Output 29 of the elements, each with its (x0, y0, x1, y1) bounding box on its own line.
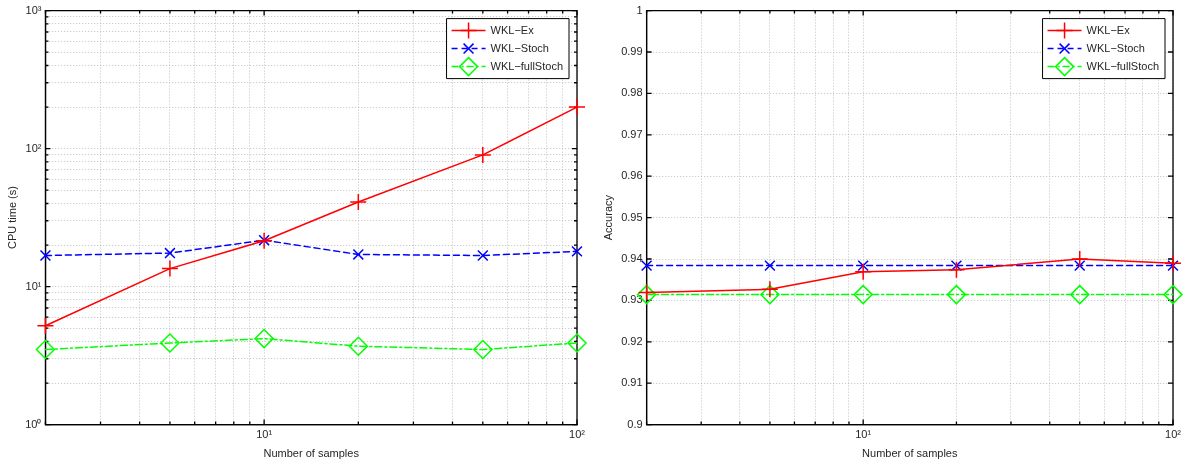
y-tick-label: 0.92 (621, 334, 643, 347)
y-tick-label: 10⁰ (25, 417, 42, 430)
x-axis-title: Number of samples (862, 447, 958, 460)
y-tick-label: 0.96 (621, 169, 643, 182)
y-axis-title: Accuracy (601, 194, 614, 241)
x-tick-label: 10² (569, 428, 586, 441)
y-axis-title: CPU time (s) (5, 186, 18, 250)
y-tick-label: 0.93 (621, 293, 643, 306)
y-tick-label: 0.91 (621, 376, 643, 389)
y-tick-label: 0.95 (621, 210, 643, 223)
legend-label: WKL−Stoch (490, 41, 549, 54)
x-tick-label: 10¹ (855, 428, 872, 441)
y-tick-label: 10¹ (25, 279, 42, 292)
y-tick-label: 0.99 (621, 45, 643, 58)
y-tick-label: 10² (25, 141, 42, 154)
y-tick-label: 1 (636, 3, 643, 16)
legend-label: WKL−Stoch (1086, 41, 1145, 54)
legend-label: WKL−Ex (1086, 23, 1131, 36)
x-tick-label: 10² (1165, 428, 1182, 441)
y-tick-label: 0.9 (627, 417, 643, 430)
y-tick-label: 0.97 (621, 127, 643, 140)
y-tick-label: 10³ (25, 3, 42, 16)
legend-label: WKL−fullStoch (490, 59, 563, 72)
x-tick-label: 10¹ (256, 428, 273, 441)
y-tick-label: 0.94 (621, 252, 643, 265)
x-axis-title: Number of samples (263, 447, 360, 460)
legend-label: WKL−fullStoch (1086, 59, 1159, 72)
legend-label: WKL−Ex (490, 23, 535, 36)
y-tick-label: 0.98 (621, 86, 643, 99)
